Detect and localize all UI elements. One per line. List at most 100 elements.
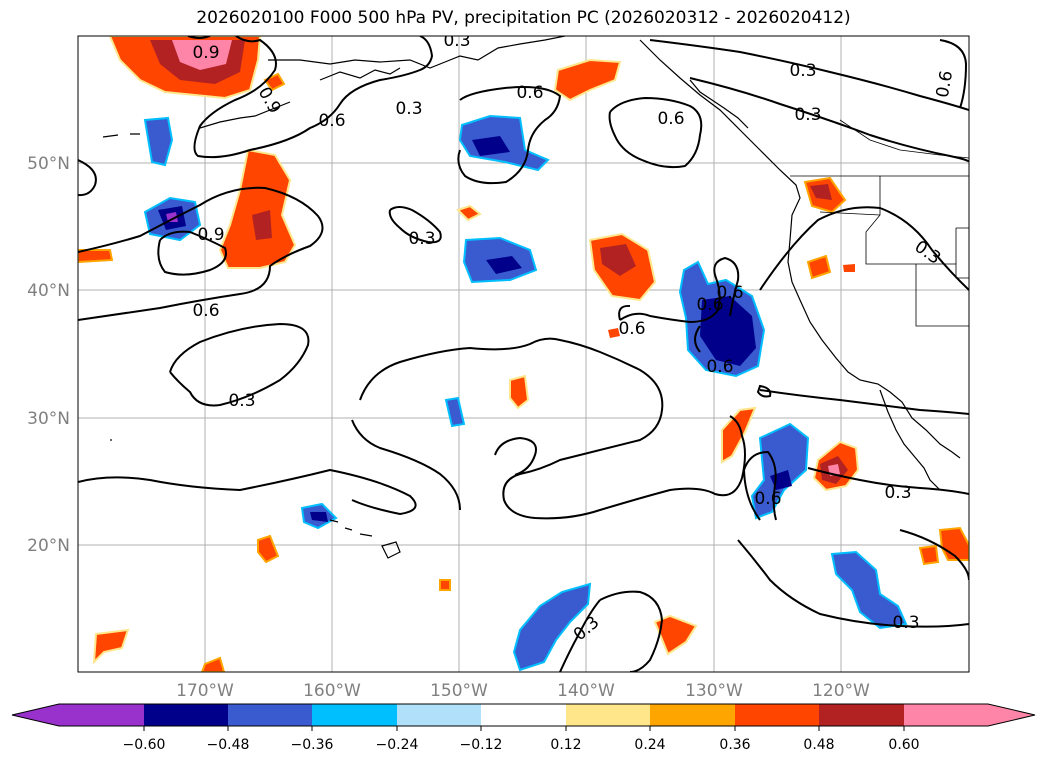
lon-label-130w: 130°W <box>685 681 743 701</box>
precip-area <box>143 116 174 167</box>
pv-contour <box>78 468 417 516</box>
contour-label: 0.6 <box>618 319 645 339</box>
lat-label-30n: 30°N <box>27 409 70 429</box>
pv-contour <box>608 96 703 169</box>
contour-label: 0.6 <box>696 295 723 315</box>
contour-label: 0.3 <box>884 483 911 503</box>
colorbar-bin <box>566 704 651 726</box>
hawaii-islands <box>329 519 401 559</box>
contour-label: 0.9 <box>192 43 219 63</box>
pv-contour <box>599 590 664 672</box>
pv-contour <box>494 436 537 476</box>
precip-area <box>444 396 466 428</box>
contour-label: 0.6 <box>706 357 733 377</box>
contour-label: 0.3 <box>794 105 821 125</box>
coastlines <box>102 36 961 559</box>
pv-contour <box>78 186 324 321</box>
precip-area <box>92 628 130 665</box>
pv-contour <box>694 325 701 353</box>
colorbar-tick-label: −0.60 <box>123 737 166 753</box>
lat-label-50n: 50°N <box>27 154 70 174</box>
contour-label: 0.3 <box>789 61 816 81</box>
colorbar-tick-label: −0.36 <box>291 737 334 753</box>
lon-label-140w: 140°W <box>557 681 615 701</box>
precip-area-southwest <box>512 582 592 672</box>
contour-label: 0.6 <box>657 109 684 129</box>
pv-contour <box>759 389 969 415</box>
contour-label: 0.3 <box>892 613 919 633</box>
contour-label: 0.3 <box>228 391 255 411</box>
alaska-coastline <box>268 36 566 69</box>
pv-contour <box>807 467 969 495</box>
pv-contour <box>649 39 969 111</box>
pv-contour <box>193 36 434 159</box>
contour-label: 0.6 <box>516 83 543 103</box>
pv-contour <box>187 36 211 39</box>
contour-label: 0.6 <box>716 283 743 303</box>
contour-labels: 0.9 0.9 0.6 0.6 0.3 0.3 0.6 0.6 0.3 0.3 … <box>192 36 957 645</box>
map-title: 2026020100 F000 500 hPa PV, precipitatio… <box>196 8 851 28</box>
precip-area <box>509 374 530 410</box>
plot-frame <box>77 35 970 673</box>
precip-area <box>843 264 855 272</box>
contour-label: 0.6 <box>754 489 781 509</box>
precip-area <box>456 204 482 222</box>
lat-label-20n: 20°N <box>27 536 70 556</box>
longitude-labels: 170°W 160°W 150°W 140°W 130°W 120°W <box>176 681 870 701</box>
colorbar-bin <box>312 704 397 726</box>
colorbar-tick-label: 0.24 <box>634 737 665 753</box>
precip-area-south <box>830 550 908 630</box>
baja-coastline <box>879 389 941 491</box>
precip-negative-areas <box>143 114 908 672</box>
pv-contour <box>759 206 969 291</box>
pv-contour <box>559 599 601 672</box>
colorbar-tick-labels: −0.60 −0.48 −0.36 −0.24 −0.12 0.12 0.24 … <box>123 737 920 753</box>
pv-contour <box>157 230 227 276</box>
latitude-labels: 50°N 40°N 30°N 20°N <box>27 154 70 556</box>
pv-contour <box>351 419 461 511</box>
plot-area: 0.9 0.9 0.6 0.6 0.3 0.3 0.6 0.6 0.3 0.3 … <box>78 36 969 672</box>
contour-label: 0.6 <box>933 69 957 99</box>
precip-area <box>806 254 832 280</box>
colorbar-bin <box>144 704 229 726</box>
colorbar-tick-label: 0.36 <box>719 737 750 753</box>
lat-label-40n: 40°N <box>27 281 70 301</box>
bc-coastline <box>639 39 961 459</box>
colorbar-bin <box>481 704 566 726</box>
colorbar-bin <box>397 704 482 726</box>
lon-label-160w: 160°W <box>303 681 361 701</box>
pv-contour <box>618 304 631 321</box>
pv-contour <box>756 384 772 398</box>
precip-area <box>553 58 622 102</box>
colorbar-bin <box>904 704 988 726</box>
colorbar-tick-label: −0.12 <box>460 737 503 753</box>
colorbar-bin <box>819 704 904 726</box>
colorbar-bin <box>59 704 144 726</box>
precip-area <box>608 328 620 338</box>
pv-contours <box>78 36 969 672</box>
pv-contour-main <box>359 337 746 520</box>
colorbar-tick-label: 0.60 <box>888 737 919 753</box>
precip-area <box>918 544 940 566</box>
pv-contour <box>939 39 968 109</box>
contour-label: 0.6 <box>318 111 345 131</box>
precip-positive-areas <box>78 36 969 672</box>
colorbar-tick-label: 0.48 <box>803 737 834 753</box>
precip-area-subtropical <box>750 422 810 520</box>
precip-area <box>721 406 757 464</box>
colorbar-tick-label: −0.24 <box>376 737 419 753</box>
lon-label-170w: 170°W <box>176 681 234 701</box>
contour-label: 0.3 <box>408 229 435 249</box>
pv-contour <box>388 206 442 244</box>
pv-contour <box>619 256 740 324</box>
pv-contour <box>169 322 310 407</box>
colorbar: −0.60 −0.48 −0.36 −0.24 −0.12 0.12 0.24 … <box>11 703 1036 753</box>
pv-contour <box>689 77 969 163</box>
contour-label: 0.9 <box>197 225 224 245</box>
colorbar-tick-label: −0.48 <box>207 737 250 753</box>
colorbar-tick-marks <box>143 726 905 731</box>
colorbar-tick-label: 0.12 <box>550 737 581 753</box>
precip-area <box>653 614 698 656</box>
contour-label: 0.6 <box>192 301 219 321</box>
